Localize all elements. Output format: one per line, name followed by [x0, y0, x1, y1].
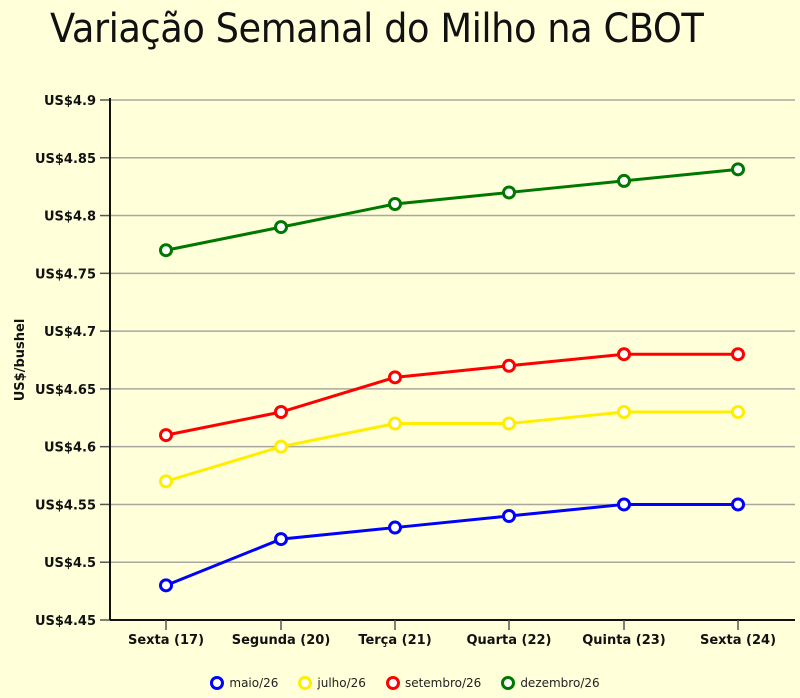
data-point[interactable]	[731, 347, 745, 362]
data-point[interactable]	[617, 405, 631, 419]
x-tick-label: Quarta (22)	[467, 633, 552, 648]
legend-item[interactable]: dezembro/26	[501, 676, 600, 690]
data-point[interactable]	[731, 405, 745, 419]
series-setembro-26	[159, 347, 745, 443]
legend-circle-icon	[298, 676, 313, 690]
y-axis: US$4.45 US$4.5 US$4.55 US$4.6 US$4.65 US$4.7 U…	[35, 94, 111, 629]
y-tick-label: US$4.85	[35, 152, 96, 167]
gridlines	[110, 99, 795, 563]
data-point[interactable]	[388, 416, 402, 431]
series-maio-26	[159, 497, 745, 593]
y-tick-label: US$4.6	[44, 441, 96, 456]
data-point[interactable]	[159, 474, 173, 489]
chart-title: Variação Semanal do Milho na CBOT	[50, 6, 704, 52]
data-point[interactable]	[388, 197, 402, 211]
y-tick-label: US$4.55	[35, 498, 96, 513]
y-axis-label: US$/bushel	[13, 319, 28, 402]
data-point[interactable]	[502, 416, 516, 431]
x-tick-label: Terça (21)	[358, 633, 431, 648]
data-point[interactable]	[617, 173, 631, 188]
data-point[interactable]	[502, 185, 516, 200]
data-point[interactable]	[274, 439, 288, 454]
x-tick-label: Segunda (20)	[232, 633, 331, 648]
y-tick-label: US$4.7	[44, 325, 96, 340]
series-dezembro-26	[159, 162, 745, 258]
data-point[interactable]	[388, 370, 402, 385]
data-point[interactable]	[502, 358, 516, 373]
y-tick-label: US$4.9	[44, 94, 96, 109]
legend-label: maio/26	[229, 676, 279, 690]
data-point[interactable]	[159, 243, 173, 258]
legend-circle-icon	[210, 676, 225, 690]
legend-label: setembro/26	[404, 676, 482, 690]
series-line	[165, 167, 739, 252]
legend-circle-icon	[501, 676, 516, 690]
x-tick-label: Sexta (17)	[128, 633, 204, 648]
data-point[interactable]	[274, 405, 288, 419]
series-line	[165, 352, 738, 437]
legend-label: dezembro/26	[520, 676, 600, 690]
data-point[interactable]	[617, 497, 631, 512]
series-line	[165, 410, 738, 483]
y-tick-label: US$4.65	[35, 383, 96, 398]
data-point[interactable]	[502, 509, 516, 523]
data-point[interactable]	[159, 578, 173, 593]
data-point[interactable]	[731, 497, 745, 512]
x-tick-label: Quinta (23)	[582, 633, 666, 648]
series-lines	[159, 162, 745, 593]
y-tick-label: US$4.5	[44, 556, 96, 571]
data-point[interactable]	[388, 520, 402, 535]
legend-item[interactable]: maio/26	[210, 676, 278, 690]
y-tick-label: US$4.8	[44, 210, 96, 225]
data-point[interactable]	[274, 532, 288, 547]
legend-item[interactable]: setembro/26	[385, 676, 482, 690]
y-tick-label: US$4.75	[35, 267, 96, 282]
legend-item[interactable]: julho/26	[298, 676, 366, 690]
data-point[interactable]	[731, 162, 745, 177]
legend-circle-icon	[385, 676, 400, 690]
data-point[interactable]	[617, 347, 631, 362]
legend-label: julho/26	[317, 676, 366, 690]
data-point[interactable]	[159, 428, 173, 443]
x-axis: Sexta (17) Segunda (20) Terça (21) Quarta (…	[110, 619, 795, 648]
series-line	[165, 502, 738, 587]
y-tick-label: US$4.45	[35, 614, 96, 629]
data-point[interactable]	[274, 220, 288, 235]
legend: maio/26 julho/26 setembro/26 dezembro/26	[0, 676, 800, 690]
series-julho-26	[159, 405, 745, 489]
x-tick-label: Sexta (24)	[700, 633, 776, 648]
